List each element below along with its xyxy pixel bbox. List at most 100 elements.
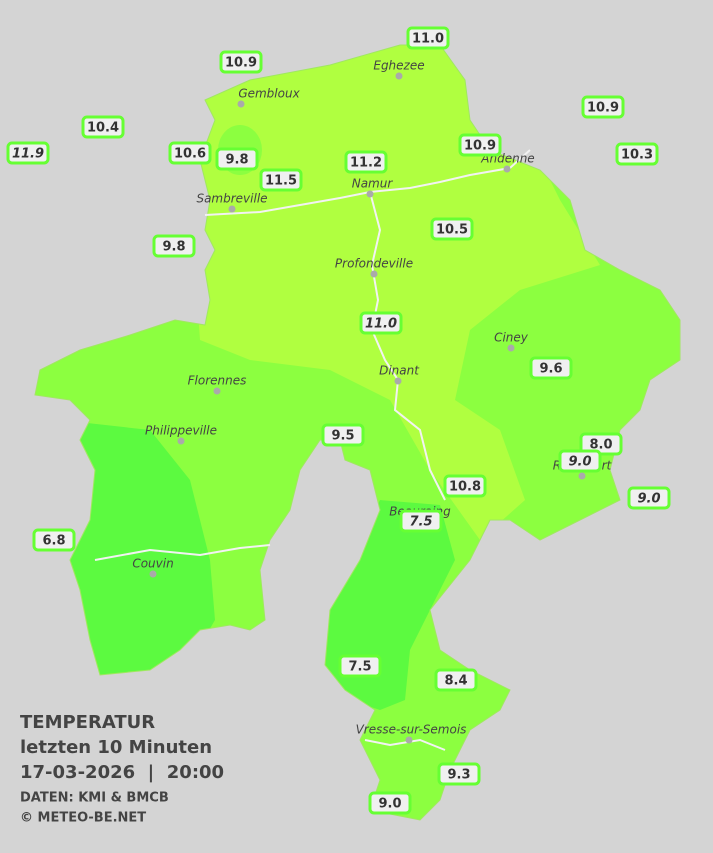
station: 9.0 <box>627 486 671 510</box>
station-box <box>6 141 50 165</box>
station-value: 11.9 <box>12 147 44 162</box>
station: 11.2 <box>344 150 388 174</box>
city-label: Philippeville <box>145 424 217 438</box>
title-line: TEMPERATUR <box>20 712 155 733</box>
station-box <box>437 762 481 786</box>
city-dot <box>149 570 157 578</box>
city-dot <box>228 205 236 213</box>
station-box <box>615 142 659 166</box>
station-value: 10.4 <box>87 121 119 136</box>
station-box <box>406 26 450 50</box>
station-value: 9.6 <box>539 362 562 377</box>
station-value: 7.5 <box>348 660 371 675</box>
station: 10.4 <box>81 115 125 139</box>
station-box <box>359 311 403 335</box>
station-box <box>338 654 382 678</box>
station: 9.5 <box>321 423 365 447</box>
city-dot <box>366 190 374 198</box>
station-value: 9.0 <box>378 797 401 812</box>
station-value: 9.0 <box>637 492 660 507</box>
station: 8.4 <box>434 668 478 692</box>
station: 9.3 <box>437 762 481 786</box>
station-box <box>152 234 196 258</box>
station-value: 10.9 <box>587 101 619 116</box>
cities: EghezeeGemblouxAndenneNamurSambrevillePr… <box>132 59 613 744</box>
station-box <box>581 95 625 119</box>
station: 10.5 <box>430 217 474 241</box>
station: 10.3 <box>615 142 659 166</box>
station-box <box>32 528 76 552</box>
city-dot <box>395 72 403 80</box>
station: 9.8 <box>152 234 196 258</box>
station-value: 8.4 <box>444 674 467 689</box>
credit: DATEN: KMI & BMCB <box>20 791 169 806</box>
city-dot <box>177 437 185 445</box>
station-value: 10.8 <box>449 480 481 495</box>
station-box <box>368 791 412 815</box>
station-value: 10.9 <box>225 56 257 71</box>
credit: © METEO-BE.NET <box>20 811 146 826</box>
station-box <box>259 168 303 192</box>
city-label: Namur <box>352 177 394 191</box>
city-dot <box>507 344 515 352</box>
station-box <box>81 115 125 139</box>
station-value: 8.0 <box>589 438 612 453</box>
city-label: Florennes <box>188 374 247 388</box>
station: 11.5 <box>259 168 303 192</box>
station-box <box>443 474 487 498</box>
station-value: 11.0 <box>412 32 444 47</box>
city-dot <box>405 736 413 744</box>
station: 10.8 <box>443 474 487 498</box>
station-box <box>321 423 365 447</box>
station-value: 9.8 <box>225 153 248 168</box>
station-box <box>215 147 259 171</box>
station-box <box>168 141 212 165</box>
station: 11.0 <box>406 26 450 50</box>
station: 11.9 <box>6 141 50 165</box>
station-value: 9.3 <box>447 768 470 783</box>
station-box <box>529 356 573 380</box>
city-label: Dinant <box>379 364 420 378</box>
city-label: Gembloux <box>238 87 300 101</box>
station: 10.9 <box>219 50 263 74</box>
city-dot <box>370 270 378 278</box>
city-label: Couvin <box>132 557 173 571</box>
title-line: 17-03-2026 | 20:00 <box>20 762 224 783</box>
station-value: 10.3 <box>621 148 653 163</box>
station: 10.9 <box>458 133 502 157</box>
station-value: 9.8 <box>162 240 185 255</box>
city-label: Eghezee <box>373 59 424 73</box>
city-dot <box>394 377 402 385</box>
station-box <box>344 150 388 174</box>
legend: TEMPERATUR letzten 10 Minuten 17-03-2026 |… <box>20 712 224 826</box>
station-value: 9.5 <box>331 429 354 444</box>
station-box <box>458 133 502 157</box>
station-value: 10.5 <box>436 223 468 238</box>
title-line: letzten 10 Minuten <box>20 737 212 758</box>
city-dot <box>237 100 245 108</box>
station-value: 11.5 <box>265 174 297 189</box>
city-label: Vresse-sur-Semois <box>356 723 467 737</box>
station: 7.5 <box>338 654 382 678</box>
station-box <box>219 50 263 74</box>
station: 7.5 <box>399 509 443 533</box>
station-box <box>627 486 671 510</box>
station: 9.6 <box>529 356 573 380</box>
city-dot <box>578 472 586 480</box>
stations: 11.0 10.9 10.4 11.9 10.6 9.8 11.5 11.2 10.9 10.9 1… <box>6 26 671 815</box>
station-value: 10.9 <box>464 139 496 154</box>
station: 9.8 <box>215 147 259 171</box>
station-value: 7.5 <box>409 515 432 530</box>
station: 9.0 <box>368 791 412 815</box>
station-value: 6.8 <box>42 534 65 549</box>
station: 11.0 <box>359 311 403 335</box>
station-box <box>430 217 474 241</box>
station-value: 10.6 <box>174 147 206 162</box>
city-label: Ciney <box>494 331 529 345</box>
station: 9.0 <box>558 449 602 473</box>
city-dot <box>503 165 511 173</box>
city-label: Profondeville <box>335 257 413 271</box>
station-box <box>558 449 602 473</box>
station-value: 11.0 <box>365 317 397 332</box>
